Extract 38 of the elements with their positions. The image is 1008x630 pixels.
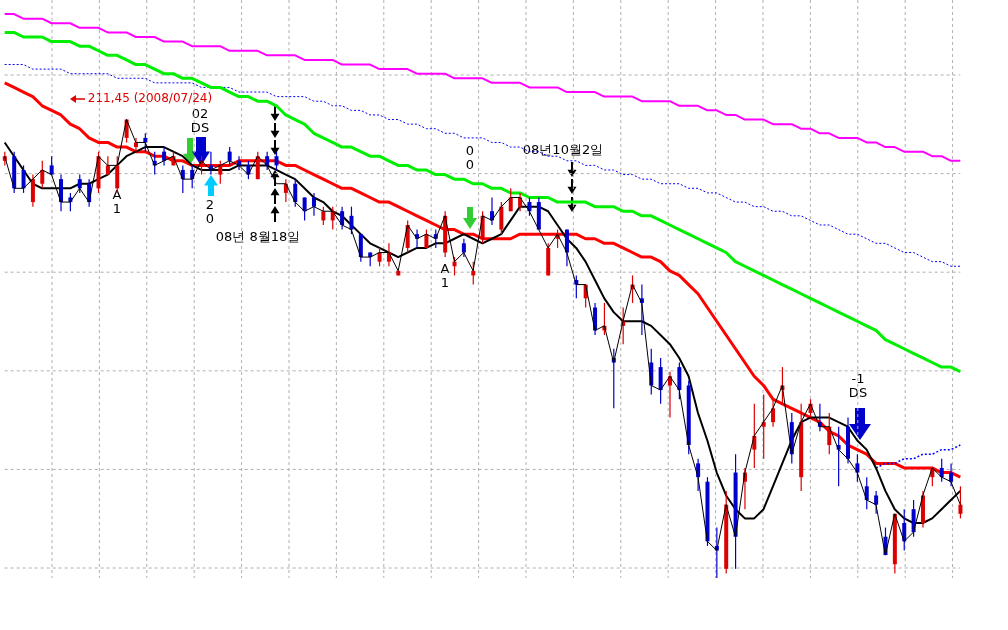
candlestick xyxy=(311,192,316,217)
candlestick xyxy=(564,228,569,267)
candlestick xyxy=(218,160,223,185)
candlestick xyxy=(658,357,663,405)
candlestick xyxy=(761,394,766,460)
candlestick xyxy=(30,173,35,208)
candlestick xyxy=(302,196,307,221)
candlestick xyxy=(864,476,869,510)
candlestick xyxy=(105,155,110,176)
candlestick xyxy=(340,206,345,231)
candlestick xyxy=(518,192,523,212)
annotation: 0 0 xyxy=(465,143,475,172)
candlestick xyxy=(771,398,776,428)
candlestick xyxy=(958,485,963,519)
annotation: 02 DS xyxy=(190,106,210,135)
candlestick xyxy=(855,453,860,483)
candlestick xyxy=(358,233,363,263)
annotation: 08년10월2일 xyxy=(522,142,604,157)
candlestick xyxy=(21,164,26,194)
annotation: A 1 xyxy=(440,261,450,290)
annotation: A 1 xyxy=(112,187,122,216)
candlestick xyxy=(59,173,64,212)
candlestick xyxy=(227,146,232,166)
candlestick xyxy=(827,412,832,455)
annotation: -1 DS xyxy=(848,371,868,400)
text: 211,45 (2008/07/24) xyxy=(87,91,213,105)
annotation: 2 0 xyxy=(205,197,215,226)
candlestick xyxy=(77,173,82,194)
candlestick xyxy=(40,160,45,189)
candlestick xyxy=(133,137,138,153)
candlestick xyxy=(424,228,429,249)
candlestick xyxy=(255,151,260,180)
candlestick xyxy=(874,490,879,515)
candlestick xyxy=(461,238,466,258)
candlestick xyxy=(377,247,382,267)
candlestick xyxy=(349,206,354,235)
candlestick xyxy=(499,201,504,235)
annotation: 08년 8월18일 xyxy=(215,229,301,244)
